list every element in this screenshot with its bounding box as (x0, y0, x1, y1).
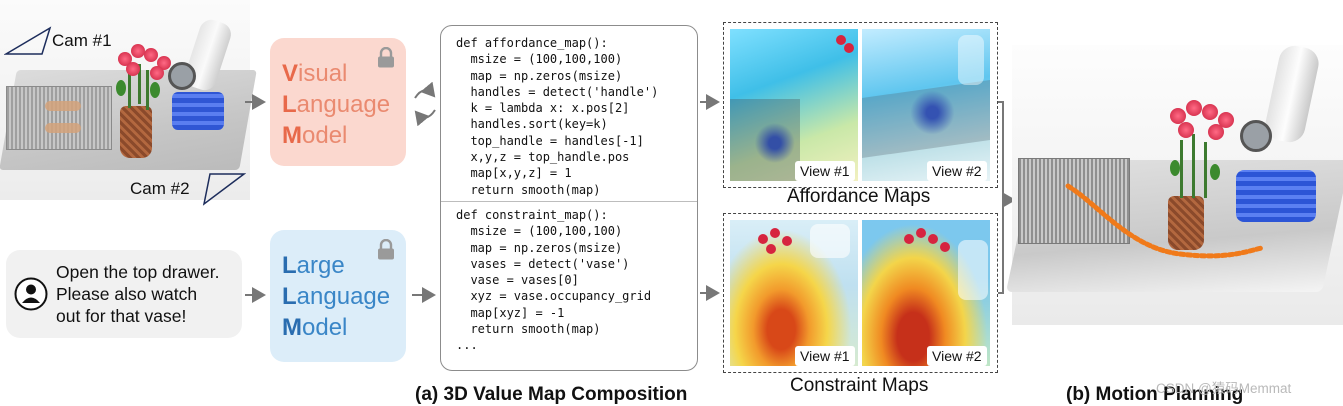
robot-gripper (810, 224, 850, 258)
composed-code-panel: def affordance_map(): msize = (100,100,1… (440, 25, 698, 371)
user-instruction-bubble: Open the top drawer. Please also watch o… (6, 250, 242, 338)
flower-stem (128, 68, 131, 108)
llm-line: Language (282, 283, 391, 310)
flower (904, 234, 914, 244)
llm-line: Model (282, 314, 348, 341)
view-2-label: View #2 (927, 161, 987, 181)
flower (1202, 104, 1218, 120)
robot-arm (958, 240, 988, 300)
bracket-maps (998, 101, 1004, 294)
affordance-map-view-1 (730, 29, 858, 181)
lock-icon (378, 47, 394, 68)
flower (766, 244, 776, 254)
constraint-maps-title: Constraint Maps (790, 375, 929, 396)
drawer-handle-top (45, 101, 81, 111)
flower (844, 43, 854, 53)
instruction-line: Please also watch (56, 284, 198, 304)
flower (758, 234, 768, 244)
flower (1208, 124, 1224, 140)
drawer-shadow (862, 80, 990, 158)
view-2-label: View #2 (927, 346, 987, 366)
watermark: CSDN @猿码Memmat (1156, 381, 1292, 396)
lock-icon (378, 239, 394, 260)
flower (928, 234, 938, 244)
arrow-code-to-vlm (414, 109, 436, 127)
affordance-maps-panel: View #1 View #2 (723, 22, 998, 188)
drawer-cabinet (6, 86, 112, 150)
leaf (1170, 160, 1180, 176)
cam-1-label: Cam #1 (52, 31, 112, 50)
view-1-label: View #1 (795, 161, 855, 181)
affordance-map-code: def affordance_map(): msize = (100,100,1… (456, 36, 659, 197)
drawer-handle-bottom (45, 123, 81, 133)
flower (782, 236, 792, 246)
constraint-map-view-1 (730, 220, 858, 366)
vase (120, 106, 152, 158)
camera-1-icon (4, 26, 52, 55)
flower (836, 35, 846, 45)
flower (1170, 108, 1186, 124)
robot-gripper (1240, 120, 1272, 152)
cam-2-label: Cam #2 (130, 179, 190, 198)
affordance-maps-title: Affordance Maps (787, 186, 931, 207)
flower (770, 228, 780, 238)
camera-2-icon (202, 173, 246, 206)
flower (126, 62, 140, 76)
user-instruction-text: Open the top drawer. Please also watch o… (56, 261, 219, 327)
caption-value-map-composition: (a) 3D Value Map Composition (415, 384, 688, 405)
large-language-model-box: Large Language Model (270, 230, 406, 362)
constraint-map-code: def constraint_map(): msize = (100,100,1… (456, 208, 652, 353)
user-avatar-icon (14, 277, 48, 311)
flower (144, 48, 158, 62)
flower (131, 44, 145, 58)
leaf (1210, 164, 1220, 180)
flower (940, 242, 950, 252)
code-divider (441, 201, 697, 202)
vlm-line: Model (282, 122, 348, 149)
robot-base (172, 92, 224, 130)
arrow-vlm-to-code (414, 81, 436, 99)
drawer-cabinet (1018, 158, 1130, 244)
flower-stem (146, 70, 149, 110)
flower-stem (138, 64, 141, 104)
flower-stem (1180, 140, 1183, 198)
instruction-line: out for that vase! (56, 306, 187, 326)
flower (1218, 112, 1234, 128)
constraint-maps-panel: View #1 View #2 (723, 213, 998, 373)
leaf (150, 82, 160, 98)
flower (916, 228, 926, 238)
vlm-line: Visual (282, 60, 348, 87)
flower (1178, 122, 1194, 138)
affordance-map-view-2 (862, 29, 990, 181)
caption-motion-planning: (b) Motion Planning (1066, 384, 1244, 405)
robot-gripper (168, 62, 196, 90)
drawer-shadow (730, 99, 800, 181)
vase (1168, 196, 1204, 250)
flower-stem (1192, 134, 1195, 198)
planned-trajectory (1065, 183, 1265, 259)
constraint-map-view-2 (862, 220, 990, 366)
flower-stem (1204, 142, 1207, 198)
robot-base (1236, 170, 1316, 222)
vlm-line: Language (282, 91, 391, 118)
view-1-label: View #1 (795, 346, 855, 366)
robot-arm (958, 35, 984, 85)
flower (150, 66, 164, 80)
leaf (116, 80, 126, 96)
visual-language-model-box: Visual Language Model (270, 38, 406, 166)
instruction-line: Open the top drawer. (56, 262, 220, 282)
flower (1186, 100, 1202, 116)
llm-line: Large (282, 252, 345, 279)
